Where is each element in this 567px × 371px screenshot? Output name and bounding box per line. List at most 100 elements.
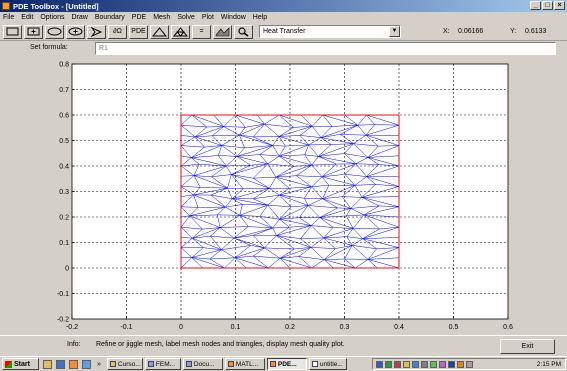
volume-tray-icon[interactable]	[466, 360, 473, 368]
task-item-fem[interactable]: FEM...	[144, 358, 181, 370]
zoom-icon	[238, 26, 249, 37]
rectangle-corner-button[interactable]	[3, 24, 22, 39]
boundary-mode-button[interactable]: ∂Ω	[108, 24, 127, 39]
x-tick-label: 0.4	[394, 324, 404, 331]
plot-button[interactable]	[213, 24, 232, 39]
power-tray-icon[interactable]	[457, 360, 464, 368]
ellipse-corner-button[interactable]	[45, 24, 64, 39]
maximize-button[interactable]: □	[542, 1, 553, 10]
x-coordinate-label: X:	[443, 28, 450, 35]
browser-quicklaunch-icon[interactable]	[82, 359, 91, 369]
chevron-down-icon[interactable]: ▼	[389, 26, 400, 37]
x-tick-label: 0	[179, 324, 183, 331]
start-button[interactable]: Start	[2, 358, 39, 370]
system-tray: 2:15 PM	[372, 358, 566, 370]
task-item-pde[interactable]: PDE...	[266, 358, 307, 370]
ellipse-icon	[47, 27, 62, 36]
matlab-quicklaunch-icon[interactable]	[69, 359, 78, 369]
menu-boundary[interactable]: Boundary	[94, 14, 125, 21]
network-tray-icon[interactable]	[376, 360, 383, 368]
y-coordinate-label: Y:	[510, 28, 517, 35]
menu-pde[interactable]: PDE	[131, 14, 147, 21]
explorer-quicklaunch-icon[interactable]	[43, 359, 52, 369]
x-coordinate-value: 0.06166	[458, 28, 484, 35]
window-title: PDE Toolbox - [Untitled]	[13, 1, 99, 11]
refine-mesh-button[interactable]	[171, 24, 190, 39]
y-tick-label: -0.2	[57, 317, 69, 324]
menu-window[interactable]: Window	[220, 14, 246, 21]
title-bar: PDE Toolbox - [Untitled] _ □ ×	[0, 0, 567, 12]
set-formula-input[interactable]: R1	[95, 42, 556, 55]
rectangle-center-button[interactable]	[24, 24, 43, 39]
menu-draw[interactable]: Draw	[71, 14, 88, 21]
language-tray-icon[interactable]	[448, 360, 455, 368]
x-tick-label: -0.1	[120, 324, 132, 331]
minimize-button[interactable]: _	[530, 1, 541, 10]
rect-center-icon	[27, 27, 40, 36]
y-tick-label: 0.4	[59, 164, 69, 171]
y-tick-label: 0.7	[59, 87, 69, 94]
x-tick-label: 0.6	[503, 324, 513, 331]
taskbar: Start » Curso... FEM... Docu... MATL... …	[0, 356, 567, 371]
y-tick-label: -0.1	[57, 291, 69, 298]
polygon-button[interactable]	[87, 24, 106, 39]
start-label: Start	[14, 360, 30, 368]
document-icon	[147, 361, 154, 367]
window-controls: _ □ ×	[530, 1, 565, 10]
formula-row: Set formula: R1	[0, 42, 567, 56]
application-mode-value: Heat Transfer	[263, 28, 306, 35]
close-button[interactable]: ×	[554, 1, 565, 10]
messenger-tray-icon[interactable]	[403, 360, 410, 368]
menu-options[interactable]: Options	[40, 14, 65, 21]
menu-mesh[interactable]: Mesh	[153, 14, 171, 21]
y-tick-label: 0	[65, 266, 69, 273]
y-tick-label: 0.5	[59, 138, 69, 145]
rect-icon	[6, 27, 19, 36]
menu-plot[interactable]: Plot	[201, 14, 214, 21]
solve-button[interactable]: =	[192, 24, 211, 39]
update-tray-icon[interactable]	[430, 360, 437, 368]
y-tick-label: 0.6	[59, 113, 69, 120]
task-item-untitled[interactable]: untitle...	[308, 358, 347, 370]
menu-edit[interactable]: Edit	[21, 14, 34, 21]
x-tick-label: -0.2	[66, 324, 78, 331]
set-formula-label: Set formula:	[30, 44, 68, 51]
refined-triangle-icon	[173, 26, 188, 37]
menu-help[interactable]: Help	[252, 14, 268, 21]
y-tick-label: 0.3	[59, 189, 69, 196]
triangle-icon	[152, 26, 167, 36]
y-tick-label: 0.2	[59, 215, 69, 222]
info-text: Refine or jiggle mesh, label mesh nodes …	[96, 341, 345, 348]
desktop-quicklaunch-icon[interactable]	[56, 359, 65, 369]
printer-tray-icon[interactable]	[421, 360, 428, 368]
task-item-docu[interactable]: Docu...	[182, 358, 223, 370]
display-tray-icon[interactable]	[412, 360, 419, 368]
task-item-matlab[interactable]: MATL...	[224, 358, 265, 370]
ellipse-center-button[interactable]	[66, 24, 85, 39]
antivirus-tray-icon[interactable]	[385, 360, 392, 368]
menu-solve[interactable]: Solve	[177, 14, 195, 21]
media-tray-icon[interactable]	[439, 360, 446, 368]
matlab-icon	[227, 361, 234, 367]
security-tray-icon[interactable]	[394, 360, 401, 368]
exit-button[interactable]: Exit	[500, 339, 555, 354]
application-mode-select[interactable]: Heat Transfer ▼	[259, 25, 401, 38]
clock: 2:15 PM	[536, 361, 561, 368]
pde-figure-icon	[269, 361, 276, 367]
x-tick-label: 0.3	[340, 324, 350, 331]
quicklaunch-overflow-icon[interactable]: »	[97, 360, 101, 368]
mesh-plot[interactable]: -0.2 -0.1 0 0.1 0.2 0.3 0.4 0.5 0.6 -0.2 -0.1 0 0.1…	[0, 56, 567, 335]
y-tick-label: 0.8	[59, 62, 69, 69]
y-coordinate-value: 0.6133	[525, 28, 547, 35]
menu-file[interactable]: File	[3, 14, 15, 21]
info-label: Info:	[67, 341, 81, 348]
polygon-icon	[90, 26, 103, 37]
init-mesh-button[interactable]	[150, 24, 169, 39]
pde-spec-button[interactable]: PDE	[129, 24, 148, 39]
task-item-curso[interactable]: Curso...	[106, 358, 143, 370]
y-tick-label: 0.1	[59, 240, 69, 247]
ellipse-center-icon	[68, 27, 83, 36]
zoom-button[interactable]	[234, 24, 253, 39]
x-tick-label: 0.5	[449, 324, 459, 331]
